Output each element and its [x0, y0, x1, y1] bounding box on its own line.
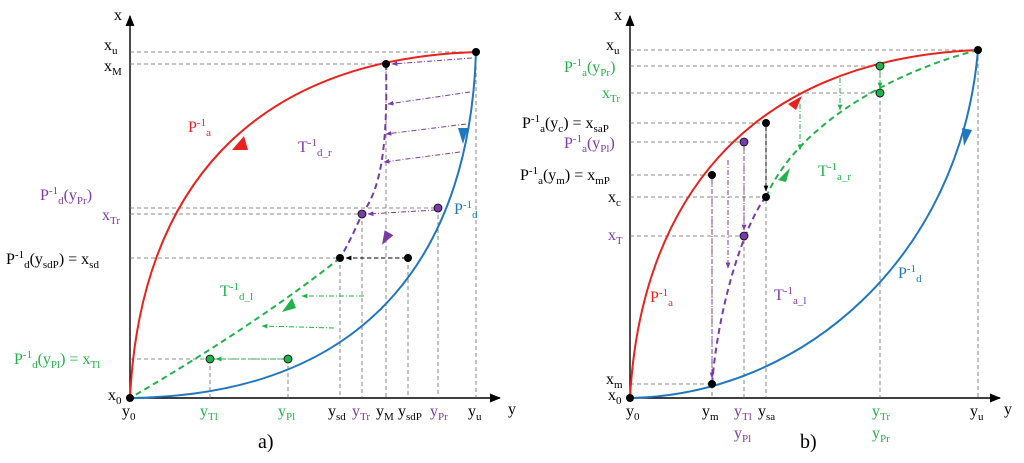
panel-b-caption: b) — [800, 431, 817, 453]
panel-b: x y xu x0 xm xc xT xTr P-1a(yPr) P-1a(yc… — [520, 7, 1012, 453]
panel-b-curve-tar — [765, 49, 979, 198]
panel-a-point-tl — [205, 354, 215, 364]
panel-a-axis-x-label: x — [114, 7, 122, 24]
panel-a-label-xu: xu — [104, 37, 118, 57]
panel-b-label-xc: xc — [608, 189, 621, 209]
panel-a-y-tick-tr: yTr — [352, 403, 370, 423]
panel-a-label-x0: x0 — [108, 387, 122, 407]
panel-a-point-pl — [283, 354, 293, 364]
panel-b-point-pl — [739, 137, 749, 147]
panel-a-caption: a) — [258, 431, 274, 453]
panel-a-green-arrows — [215, 293, 364, 362]
panel-b-point-t — [739, 231, 749, 241]
panel-a-arrow-tdl — [282, 298, 296, 312]
panel-a-label-pd-ypr: P-1d(yPr) — [40, 185, 92, 207]
panel-b-curve-pd-label: P-1d — [898, 263, 922, 285]
panel-b-axis-x-label: x — [614, 7, 622, 24]
panel-b-label-pa-yc: P-1a(yc) = xsaP — [522, 113, 609, 135]
panel-a-curve-tdr — [339, 63, 388, 259]
panel-b-arrow-tar — [778, 168, 790, 182]
panel-a-y-tick-sdp: ysdP — [398, 403, 422, 423]
panel-b-curve-tar-label: T-1a_r — [818, 161, 851, 183]
panel-a-point-pr — [433, 203, 443, 213]
panel-a-y-tick-tl: yTl — [200, 403, 218, 423]
panel-a-arrow-pa — [232, 136, 248, 150]
panel-b-point-sap — [762, 119, 770, 127]
panel-b-purple-arrows — [709, 146, 747, 379]
panel-a-label-xtl: P-1d(yPl) = xTl — [14, 349, 100, 371]
panel-a-curve-pd — [129, 51, 477, 399]
panel-b-label-xt: xT — [608, 227, 623, 247]
panel-b-y-tick-u: yu — [970, 403, 984, 423]
panel-a-curve-tdl-label: T-1d_l — [220, 281, 253, 303]
panel-b-y-tick-m: ym — [702, 403, 719, 423]
panel-a-axis-y-label: y — [508, 401, 516, 418]
panel-a-y-tick-m: yM — [376, 403, 394, 423]
panel-a-purple-arrows — [367, 57, 473, 217]
panel-a-point-0 — [126, 394, 134, 402]
panel-b-label-xu: xu — [606, 37, 620, 57]
panel-a-label-xsd: P-1d(ysdP) = xsd — [6, 249, 99, 271]
panel-b-arrow-pa — [788, 96, 802, 110]
panel-b-curve-pa — [629, 49, 979, 399]
panel-a-point-u — [472, 48, 480, 56]
panel-b-label-pa-ym: P-1a(ym) = xmP — [520, 165, 610, 187]
panel-b-label-x0: x0 — [608, 387, 622, 407]
panel-a-arrow-tdr — [382, 230, 394, 245]
panel-a-y-tick-pl: yPl — [278, 403, 295, 423]
panel-b-label-pa-ypl: P-1a(yPl) — [564, 133, 615, 155]
panel-b-green-arrows — [797, 70, 883, 151]
panel-b-point-pr — [875, 61, 885, 71]
panel-b-y-tick-tl: yTl — [734, 403, 752, 423]
panel-b-y-tick-tr: yTr — [872, 403, 890, 423]
panel-b-curve-pd — [629, 49, 979, 399]
panel-a-y-tick-u: yu — [468, 403, 482, 423]
panel-a-guides — [130, 51, 477, 398]
panel-b-curve-tal-label: T-1a_l — [774, 285, 806, 307]
panel-b-curve-pa-label: P-1a — [650, 287, 673, 309]
panel-b-y-tick-pr: yPr — [872, 425, 890, 445]
panel-a-point-tr — [357, 209, 367, 219]
panel-a-y-tick-sd: ysd — [328, 403, 346, 423]
panel-a-point-sd — [336, 254, 344, 262]
panel-a-y-tick-pr: yPr — [430, 403, 448, 423]
panel-a-arrow-pd — [458, 128, 468, 144]
panel-b-point-c — [762, 193, 770, 201]
panel-b-label-pa-ypr: P-1a(yPr) — [564, 57, 615, 79]
panel-b-point-0 — [626, 394, 634, 402]
panel-a-label-xm: xM — [104, 58, 122, 78]
panel-a-point-sdp — [404, 254, 412, 262]
panel-b-arrow-pd — [962, 128, 972, 146]
panel-b-point-m — [708, 380, 716, 388]
panel-b-axis-y-label: y — [1004, 401, 1012, 418]
panel-a-y-tick-0: y0 — [122, 403, 136, 423]
panel-b-curve-tal — [711, 196, 767, 385]
panel-a-point-m — [382, 60, 390, 68]
panel-a-curve-tdl — [129, 257, 341, 399]
panel-b-y-tick-sa: ysa — [758, 403, 775, 423]
panel-b-label-xtr: xTr — [602, 85, 620, 105]
panel-a-y-ticks: y0 yTl yPl ysd yTr yM ysdP yPr yu — [122, 403, 482, 423]
panel-b-label-xm: xm — [606, 371, 623, 391]
panel-b-point-u — [974, 46, 982, 54]
panel-b-point-tr — [875, 88, 885, 98]
panel-a-curve-pa-label: P-1a — [188, 117, 211, 139]
panel-a-label-xtr: xTr — [102, 207, 120, 227]
panel-a: x y xu xM x0 P-1d(yPr) xTr P-1d(ysdP) = … — [6, 7, 516, 453]
panel-b-y-tick-pl: yPl — [734, 425, 751, 445]
panel-b-y-tick-0: y0 — [626, 403, 640, 423]
panel-a-curve-pa — [129, 51, 477, 399]
panel-b-point-mp — [708, 171, 716, 179]
panel-a-curve-tdr-label: T-1d_r — [298, 137, 332, 159]
panel-b-y-ticks: y0 ym yTl ysa yTr yu yPl yPr — [626, 403, 984, 445]
panel-a-curve-pd-label: P-1d — [454, 199, 478, 221]
